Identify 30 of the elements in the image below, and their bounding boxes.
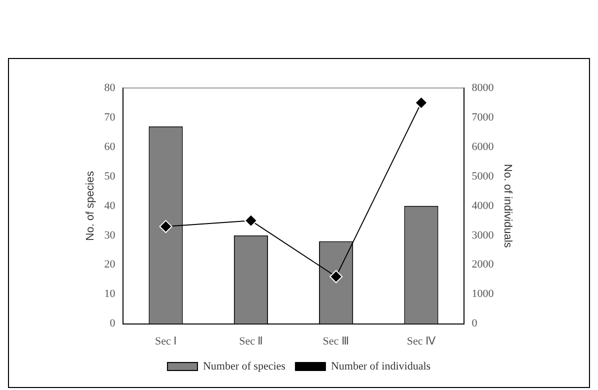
point — [159, 220, 172, 234]
y2-tick-label: 5000 — [472, 170, 494, 182]
y-axis-title: No. of species — [84, 170, 97, 241]
x-tick-label: Sec Ⅱ — [239, 335, 263, 348]
y2-tick-label: 0 — [472, 318, 478, 330]
y-tick-label: 30 — [104, 229, 116, 242]
y2-axis-title: No. of individuals — [501, 164, 514, 248]
y-tick-label: 70 — [104, 111, 116, 124]
y-tick-label: 50 — [104, 170, 116, 182]
x-tick-label: Sec Ⅰ — [154, 335, 177, 348]
legend-label: Number of species — [202, 360, 286, 372]
y2-tick-label: 3000 — [472, 229, 494, 242]
point — [244, 214, 258, 228]
y2-tick-label: 1000 — [472, 288, 494, 300]
x-tick-label: Sec Ⅲ — [322, 335, 350, 348]
y-tick-label: 60 — [104, 140, 116, 153]
legend-label: Number of individuals — [330, 360, 431, 372]
y-tick-label: 80 — [104, 82, 116, 94]
y2-tick-label: 8000 — [472, 82, 494, 94]
y-tick-label: 20 — [104, 258, 116, 271]
y2-tick-label: 2000 — [472, 258, 494, 271]
x-tick-label: Sec Ⅳ — [406, 335, 437, 348]
y2-tick-label: 4000 — [472, 200, 494, 212]
point — [414, 96, 428, 110]
y2-tick-label: 6000 — [472, 140, 494, 153]
y-tick-label: 10 — [104, 288, 116, 300]
y2-tick-label: 7000 — [472, 111, 494, 124]
point — [330, 270, 343, 284]
y-tick-label: 0 — [110, 318, 116, 330]
y-tick-label: 40 — [104, 200, 116, 212]
